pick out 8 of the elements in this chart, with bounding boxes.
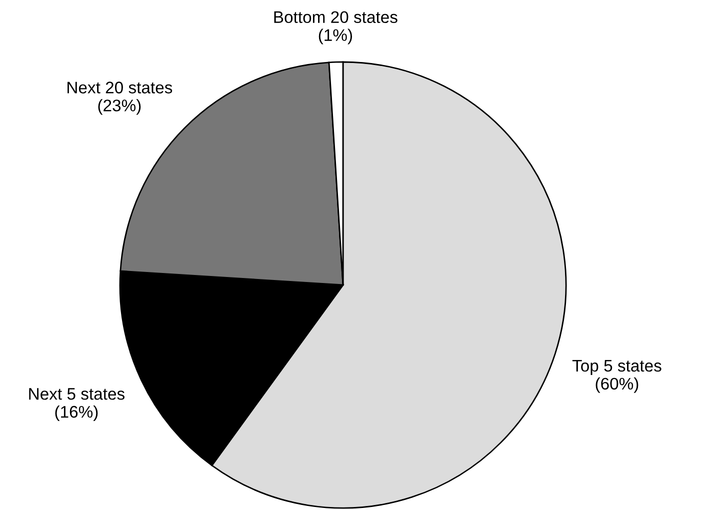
slice-label: Next 20 states	[68, 82, 172, 94]
slice-label: Next 5 states	[29, 388, 124, 400]
data-label: (23%)	[98, 99, 141, 115]
slice-label: Top 5 states	[572, 360, 662, 375]
data-label: (60%)	[596, 377, 638, 393]
slice-label: Bottom 20 states	[274, 11, 398, 24]
data-label: (16%)	[55, 405, 98, 422]
data-label: (1%)	[318, 28, 352, 44]
